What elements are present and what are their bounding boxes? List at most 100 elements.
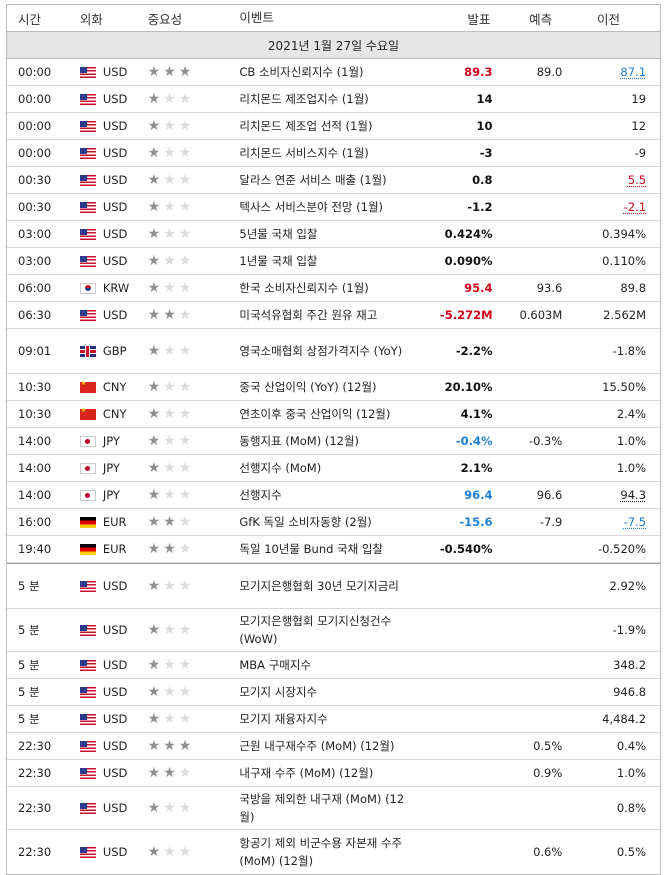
header-currency[interactable]: 외화: [79, 11, 103, 27]
event-row[interactable]: 03:00 USD ★ ★ ★ 1년물 국채 입찰 0.090% 0.110%: [7, 248, 660, 275]
star-empty-icon: ★: [178, 433, 192, 449]
event-previous[interactable]: 5.5: [627, 173, 647, 187]
event-name[interactable]: 5년물 국채 입찰: [239, 227, 318, 241]
currency-code: USD: [102, 173, 128, 187]
event-row[interactable]: 09:01 GBP ★ ★ ★ 영국소매협회 상점가격지수 (YoY) -2.2% -1.8%: [7, 329, 660, 374]
flag-us-icon: [79, 659, 96, 671]
event-row[interactable]: 10:30CNY★★★중국 산업이익 (YoY) (12월)20.10%15.5…: [7, 374, 660, 401]
currency-code: USD: [102, 146, 128, 160]
event-previous[interactable]: -7.5: [623, 515, 647, 529]
star-filled-icon: ★: [178, 738, 192, 754]
header-forecast[interactable]: 예측: [529, 11, 553, 27]
flag-us-icon: [79, 846, 96, 858]
event-name[interactable]: 모기지 재융자지수: [239, 712, 328, 726]
event-row[interactable]: 22:30 USD ★ ★ ★ 국방을 제외한 내구재 (MoM) (12월) 0.8%: [7, 787, 660, 830]
flag-us-icon: [79, 740, 96, 752]
event-name[interactable]: 연초이후 중국 산업이익 (12월): [239, 407, 391, 421]
header-importance[interactable]: 중요성: [147, 11, 183, 27]
event-row[interactable]: 06:00 KRW ★ ★ ★ 한국 소비자신뢰지수 (1월) 95.4 93.6 89.8: [7, 275, 660, 302]
event-name[interactable]: GfK 독일 소비자동향 (2월): [239, 515, 372, 529]
event-name[interactable]: 선행지수: [239, 488, 282, 502]
event-row[interactable]: 5 분 USD ★ ★ ★ 모기지은행협회 모기지신청건수 (WoW) -1.9%: [7, 609, 660, 652]
event-row[interactable]: 03:00 USD ★ ★ ★ 5년물 국채 입찰 0.424% 0.394%: [7, 221, 660, 248]
event-row[interactable]: 5 분 USD ★ ★ ★ 모기지은행협회 30년 모기지금리 2.92%: [7, 563, 660, 609]
event-name[interactable]: 모기지은행협회 모기지신청건수 (WoW): [239, 614, 392, 646]
event-name[interactable]: 독일 10년물 Bund 국채 입찰: [239, 542, 384, 556]
event-row[interactable]: 00:00 USD ★ ★ ★ CB 소비자신뢰지수 (1월) 89.3 89.0 87.1: [7, 59, 660, 86]
event-row[interactable]: 5 분 USD ★ ★ ★ 모기지 재융자지수 4,484.2: [7, 706, 660, 733]
event-name[interactable]: 미국석유협회 주간 원유 재고: [239, 308, 378, 322]
currency-code: USD: [102, 623, 128, 637]
event-previous[interactable]: 87.1: [620, 65, 647, 79]
event-name[interactable]: 리치몬드 서비스지수 (1월): [239, 146, 369, 160]
event-name[interactable]: 1년물 국채 입찰: [239, 254, 318, 268]
event-row[interactable]: 00:30 USD ★ ★ ★ 텍사스 서비스분야 전망 (1월) -1.2 -2.1: [7, 194, 660, 221]
event-row[interactable]: 22:30 USD ★ ★ ★ 항공기 제외 비군수용 자본재 수주 (MoM) (12월…: [7, 830, 660, 874]
event-row[interactable]: 00:30 USD ★ ★ ★ 달라스 연준 서비스 매출 (1월) 0.8 5.5: [7, 167, 660, 194]
event-row[interactable]: 14:00 JPY ★ ★ ★ 동행지표 (MoM) (12월) -0.4% -0.3% 1.0…: [7, 428, 660, 455]
event-name[interactable]: 영국소매협회 상점가격지수 (YoY): [239, 344, 403, 358]
event-previous: 1.0%: [616, 434, 647, 448]
event-row[interactable]: 14:00 JPY ★ ★ ★ 선행지수 96.4 96.6 94.3: [7, 482, 660, 509]
event-row[interactable]: 14:00 JPY ★ ★ ★ 선행지수 (MoM) 2.1% 1.0%: [7, 455, 660, 482]
header-previous[interactable]: 이전: [596, 11, 620, 27]
event-previous-cell: -1.9%: [566, 623, 660, 637]
star-filled-icon: ★: [147, 91, 161, 107]
event-name[interactable]: 중국 산업이익 (YoY) (12월): [239, 380, 377, 394]
event-row[interactable]: 22:30 USD ★ ★ ★ 내구재 수주 (MoM) (12월) 0.9% 1.0%: [7, 760, 660, 787]
currency-code: USD: [102, 766, 128, 780]
event-name[interactable]: 리치몬드 제조업지수 (1월): [239, 92, 369, 106]
event-row[interactable]: 5 분 USD ★ ★ ★ 모기지 시장지수 946.8: [7, 679, 660, 706]
importance-stars: ★ ★ ★: [136, 712, 228, 726]
event-name[interactable]: CB 소비자신뢰지수 (1월): [239, 65, 364, 79]
event-row[interactable]: 00:00 USD ★ ★ ★ 리치몬드 제조업지수 (1월) 14 19: [7, 86, 660, 113]
event-name[interactable]: 항공기 제외 비군수용 자본재 수주 (MoM) (12월): [239, 836, 403, 868]
economic-calendar: 시간 외화 중요성 이벤트 발표 예측 이전 2021년 1월 27일 수요일 …: [6, 4, 661, 875]
event-name[interactable]: 동행지표 (MoM) (12월): [239, 434, 360, 448]
event-name[interactable]: 모기지 시장지수: [239, 685, 318, 699]
event-row[interactable]: 00:00 USD ★ ★ ★ 리치몬드 서비스지수 (1월) -3 -9: [7, 140, 660, 167]
event-row[interactable]: 16:00 EUR ★ ★ ★ GfK 독일 소비자동향 (2월) -15.6 -7.9 -7.…: [7, 509, 660, 536]
event-currency: USD: [69, 658, 136, 672]
event-row[interactable]: 00:00 USD ★ ★ ★ 리치몬드 제조업 선적 (1월) 10 12: [7, 113, 660, 140]
event-row[interactable]: 19:40 EUR ★ ★ ★ 독일 10년물 Bund 국채 입찰 -0.540% -0.5…: [7, 536, 660, 563]
event-name[interactable]: 모기지은행협회 30년 모기지금리: [239, 579, 399, 593]
header-event[interactable]: 이벤트: [239, 10, 274, 25]
event-forecast: -7.9: [539, 515, 563, 529]
event-row[interactable]: 5 분 USD ★ ★ ★ MBA 구매지수 348.2: [7, 652, 660, 679]
event-name[interactable]: MBA 구매지수: [239, 658, 312, 672]
event-actual: 89.3: [464, 65, 493, 79]
event-previous[interactable]: 94.3: [620, 488, 647, 502]
star-filled-icon: ★: [147, 738, 161, 754]
event-currency: USD: [69, 92, 136, 106]
event-name[interactable]: 한국 소비자신뢰지수 (1월): [239, 281, 369, 295]
event-time: 16:00: [18, 515, 52, 529]
event-time: 06:30: [18, 308, 52, 322]
star-filled-icon: ★: [147, 844, 161, 860]
event-previous-cell: 0.8%: [566, 801, 660, 815]
event-name[interactable]: 근원 내구재수주 (MoM) (12월): [239, 739, 395, 753]
event-row[interactable]: 06:30 USD ★ ★ ★ 미국석유협회 주간 원유 재고 -5.272M 0.603M 2…: [7, 302, 660, 329]
header-actual[interactable]: 발표: [467, 11, 491, 27]
event-actual: 95.4: [464, 281, 493, 295]
event-row[interactable]: 10:30CNY★★★연초이후 중국 산업이익 (12월)4.1%2.4%: [7, 401, 660, 428]
flag-jp-icon: [79, 489, 96, 501]
event-time: 14:00: [18, 461, 52, 475]
star-empty-icon: ★: [163, 800, 176, 816]
event-name[interactable]: 선행지수 (MoM): [239, 461, 322, 475]
event-forecast: 0.603M: [519, 308, 563, 322]
currency-code: USD: [102, 685, 128, 699]
event-time: 00:30: [18, 173, 52, 187]
event-name[interactable]: 텍사스 서비스분야 전망 (1월): [239, 200, 384, 214]
event-row[interactable]: 22:30 USD ★ ★ ★ 근원 내구재수주 (MoM) (12월) 0.5% 0.4%: [7, 733, 660, 760]
event-currency: USD: [69, 712, 136, 726]
header-time[interactable]: 시간: [18, 11, 42, 27]
event-name[interactable]: 달라스 연준 서비스 매출 (1월): [239, 173, 387, 187]
currency-code: USD: [102, 658, 128, 672]
event-name[interactable]: 국방을 제외한 내구재 (MoM) (12월): [239, 792, 405, 824]
event-forecast: -0.3%: [528, 434, 563, 448]
event-name[interactable]: 리치몬드 제조업 선적 (1월): [239, 119, 373, 133]
event-name[interactable]: 내구재 수주 (MoM) (12월): [239, 766, 374, 780]
event-time: 00:30: [18, 200, 52, 214]
event-previous[interactable]: -2.1: [623, 200, 647, 214]
